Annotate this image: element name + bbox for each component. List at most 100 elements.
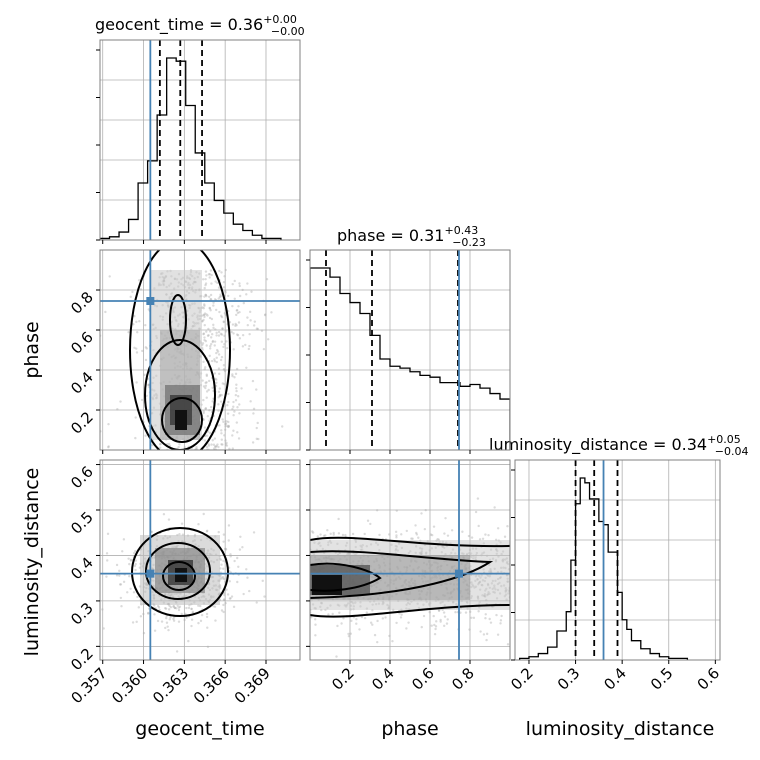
sample-point — [231, 373, 234, 376]
sample-point — [222, 320, 226, 324]
sample-point — [400, 613, 403, 616]
sample-point — [220, 355, 224, 359]
sample-point — [133, 314, 136, 318]
sample-point — [436, 538, 439, 541]
sample-point — [224, 313, 227, 316]
sample-point — [209, 297, 212, 301]
sample-point — [489, 621, 493, 624]
sample-point — [210, 443, 213, 446]
sample-point — [220, 340, 224, 343]
sample-point — [337, 532, 341, 535]
sample-point — [311, 530, 314, 533]
sample-point — [358, 628, 361, 631]
sample-point — [147, 384, 150, 387]
sample-point — [203, 426, 207, 429]
sample-point — [219, 295, 223, 298]
sample-point — [115, 574, 119, 577]
sample-point — [234, 322, 237, 326]
sample-point — [147, 611, 150, 615]
sample-point — [227, 424, 230, 428]
sample-point — [238, 412, 241, 415]
sample-point — [338, 611, 341, 614]
sample-point — [223, 593, 226, 597]
sample-point — [410, 537, 413, 540]
sample-point — [131, 290, 134, 294]
sample-point — [203, 368, 206, 371]
sample-point — [173, 606, 177, 610]
sample-point — [166, 625, 169, 628]
sample-point — [233, 410, 236, 413]
sample-point — [206, 314, 209, 317]
sample-point — [215, 331, 218, 335]
sample-point — [235, 367, 239, 371]
sample-point — [211, 439, 214, 442]
axes-frame — [99, 39, 301, 241]
contour-line — [310, 536, 510, 548]
sample-point — [206, 415, 210, 418]
sample-point — [232, 405, 235, 408]
sample-point — [203, 439, 207, 442]
sample-point — [474, 510, 478, 514]
sample-point — [335, 655, 338, 658]
density-cell — [175, 568, 187, 582]
sample-point — [216, 350, 220, 353]
sample-point — [159, 442, 162, 446]
sample-point — [207, 443, 210, 446]
sample-point — [407, 621, 410, 624]
sample-point — [142, 612, 145, 616]
sample-point — [251, 379, 255, 383]
sample-point — [246, 316, 249, 319]
sample-point — [178, 605, 182, 608]
sample-point — [434, 625, 438, 628]
sample-point — [365, 611, 369, 614]
sample-point — [381, 617, 385, 620]
sample-point — [236, 580, 239, 584]
sample-point — [245, 293, 248, 296]
sample-point — [177, 445, 180, 449]
sample-point — [211, 339, 215, 343]
sample-point — [157, 606, 161, 609]
sample-point — [485, 638, 488, 642]
sample-point — [213, 445, 217, 448]
sample-point — [223, 382, 226, 386]
sample-point — [435, 620, 438, 623]
sample-point — [172, 605, 175, 608]
sample-point — [388, 634, 391, 638]
sample-point — [311, 531, 315, 534]
sample-point — [204, 384, 208, 387]
sample-point — [230, 595, 234, 598]
sample-point — [360, 615, 364, 619]
sample-point — [213, 358, 216, 361]
sample-point — [384, 616, 387, 619]
sample-point — [210, 359, 214, 363]
sample-point — [221, 443, 224, 446]
sample-point — [135, 320, 138, 324]
sample-point — [180, 522, 184, 525]
sample-point — [248, 589, 251, 593]
sample-point — [484, 533, 487, 536]
sample-point — [206, 334, 210, 337]
sample-point — [203, 312, 207, 315]
sample-point — [217, 330, 221, 334]
sample-point — [217, 297, 220, 300]
sample-point — [115, 563, 119, 567]
sample-point — [105, 552, 109, 555]
sample-point — [220, 438, 223, 441]
sample-point — [232, 605, 236, 609]
sample-point — [433, 623, 436, 627]
sample-point — [221, 327, 224, 330]
sample-point — [190, 618, 194, 621]
sample-point — [120, 605, 123, 608]
sample-point — [503, 535, 507, 538]
sample-point — [202, 411, 205, 415]
sample-point — [506, 643, 510, 646]
sample-point — [204, 293, 207, 297]
sample-point — [223, 311, 227, 315]
sample-point — [138, 320, 141, 323]
sample-point — [205, 274, 208, 277]
sample-point — [229, 553, 232, 556]
sample-point — [217, 286, 221, 289]
sample-point — [205, 396, 208, 399]
sample-point — [190, 607, 193, 611]
sample-point — [177, 620, 181, 623]
